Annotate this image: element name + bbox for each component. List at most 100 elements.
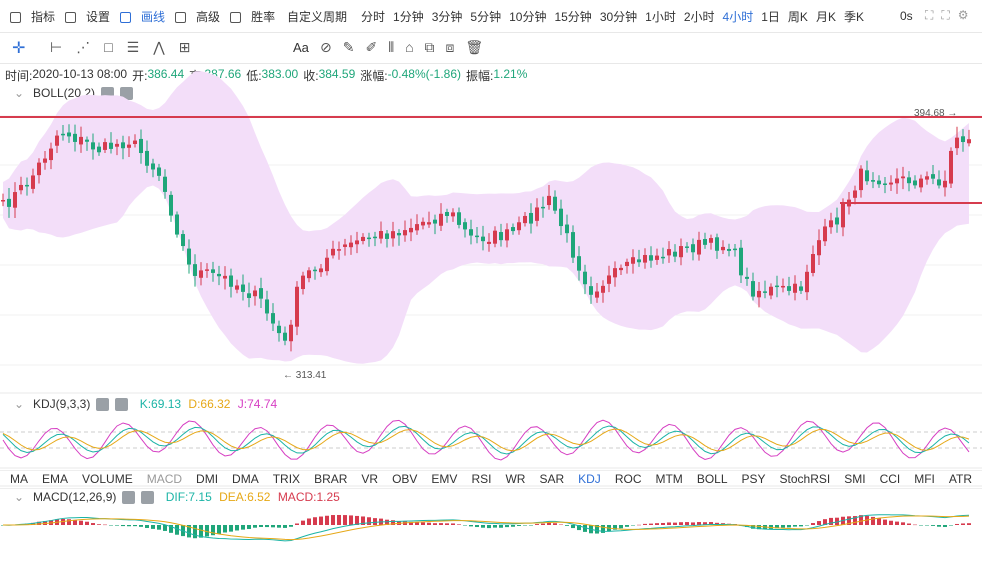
tab[interactable]: BOLL [696, 472, 728, 486]
candle-body [31, 175, 35, 189]
macd-bar [799, 525, 803, 527]
macd-bar [619, 525, 623, 529]
period[interactable]: 月K [815, 9, 836, 24]
period[interactable]: 周K [787, 9, 808, 24]
tool[interactable]: 高级 [175, 8, 220, 25]
icon [230, 11, 242, 23]
candle-body [7, 198, 11, 207]
tab[interactable]: DMA [232, 472, 259, 486]
info-value: -0.48%(-1.86) [387, 67, 461, 81]
info-label: 开: [132, 69, 148, 83]
crosshair-tool[interactable]: ✛ [12, 40, 26, 57]
macd-bar [331, 515, 335, 525]
macd-bar [451, 523, 455, 525]
tool[interactable]: 设置 [65, 8, 110, 25]
draw-tools[interactable]: ⊢⋰□☰⋀⊞ [50, 39, 205, 55]
period[interactable]: 4小时 [722, 9, 754, 24]
tool-label: 画线 [141, 9, 166, 24]
candle-body [835, 217, 839, 225]
candle-body [193, 264, 197, 276]
tab[interactable]: MA [10, 472, 28, 486]
custom-period[interactable]: 自定义周期 [287, 9, 348, 24]
tab[interactable]: BRAR [314, 472, 348, 486]
tab[interactable]: CCI [879, 472, 901, 486]
tab[interactable]: MACD [146, 472, 183, 486]
period[interactable]: 1分钟 [393, 9, 424, 24]
candle-body [625, 261, 629, 267]
macd-bar [175, 525, 179, 535]
low-label: ← 313.41 [283, 370, 327, 381]
tab[interactable]: EMA [42, 472, 69, 486]
tab[interactable]: WR [505, 472, 526, 486]
period[interactable]: 3分钟 [431, 9, 463, 24]
candle-body [469, 229, 473, 236]
period[interactable]: 10分钟 [509, 9, 547, 24]
candle-body [865, 170, 869, 182]
j-line [2, 419, 970, 461]
tool[interactable]: 画线 [120, 8, 165, 25]
macd-bar [835, 517, 839, 525]
candle-body [643, 254, 647, 263]
tool[interactable]: 胜率 [230, 8, 275, 25]
tab[interactable]: VOLUME [82, 472, 133, 486]
macd-bar [559, 524, 563, 526]
candle-body [109, 142, 113, 149]
macd-bar [433, 523, 437, 525]
candle-body [103, 142, 107, 150]
candle-body [931, 174, 935, 179]
tool[interactable]: 指标 [10, 8, 55, 25]
candle-body [409, 227, 413, 233]
tab[interactable]: ATR [948, 472, 973, 486]
tab[interactable]: RSI [471, 472, 492, 486]
period[interactable]: 15分钟 [554, 9, 592, 24]
period[interactable]: 1小时 [645, 9, 676, 24]
candle-body [349, 242, 353, 248]
macd-bar [895, 521, 899, 525]
tab[interactable]: KDJ [578, 472, 601, 486]
tab[interactable]: StochRSI [779, 472, 831, 486]
tool-label: 胜率 [251, 9, 276, 24]
collapse[interactable]: ⌄ [14, 86, 25, 100]
macd-bar [955, 523, 959, 525]
macd-bar [235, 525, 239, 531]
tab[interactable]: ROC [614, 472, 642, 486]
period[interactable]: 1日 [761, 9, 780, 24]
macd-bar [481, 525, 485, 528]
macd-bar [493, 525, 497, 528]
macd-bar [199, 525, 203, 538]
tab[interactable]: EMV [431, 472, 458, 486]
candle-body [721, 246, 725, 251]
candle-body [283, 332, 287, 341]
period[interactable]: 30分钟 [599, 9, 638, 24]
macd-bar [487, 525, 491, 529]
macd-bar [271, 525, 275, 528]
candle-body [253, 290, 257, 297]
collapse[interactable]: ⌄ [14, 397, 25, 411]
tab[interactable]: MFI [914, 472, 935, 486]
period[interactable]: 分时 [361, 9, 386, 24]
tab[interactable]: SMI [844, 472, 866, 486]
tab[interactable]: OBV [392, 472, 418, 486]
macd-bar [871, 516, 875, 525]
candle-body [559, 208, 563, 227]
macd-bar [877, 518, 881, 525]
macd-bar [715, 522, 719, 525]
period[interactable]: 5分钟 [470, 9, 502, 24]
text-tool[interactable]: Aa [293, 40, 309, 55]
candle-body [361, 236, 365, 242]
tool-label: 设置 [86, 9, 111, 24]
more-tools[interactable]: ⊘✎✐⫴⌂⧉⧈🗑 [320, 39, 495, 55]
period[interactable]: 2小时 [683, 9, 715, 24]
tab[interactable]: TRIX [272, 472, 301, 486]
macd-bar [151, 525, 155, 529]
tab[interactable]: PSY [741, 472, 766, 486]
tab[interactable]: DMI [196, 472, 219, 486]
macd-bar [133, 525, 137, 527]
macd-bar [655, 523, 659, 525]
tab[interactable]: SAR [539, 472, 565, 486]
candle-body [505, 229, 509, 241]
collapse[interactable]: ⌄ [14, 490, 25, 504]
tab[interactable]: VR [361, 472, 379, 486]
period[interactable]: 季K [843, 9, 864, 24]
tab[interactable]: MTM [655, 472, 683, 486]
